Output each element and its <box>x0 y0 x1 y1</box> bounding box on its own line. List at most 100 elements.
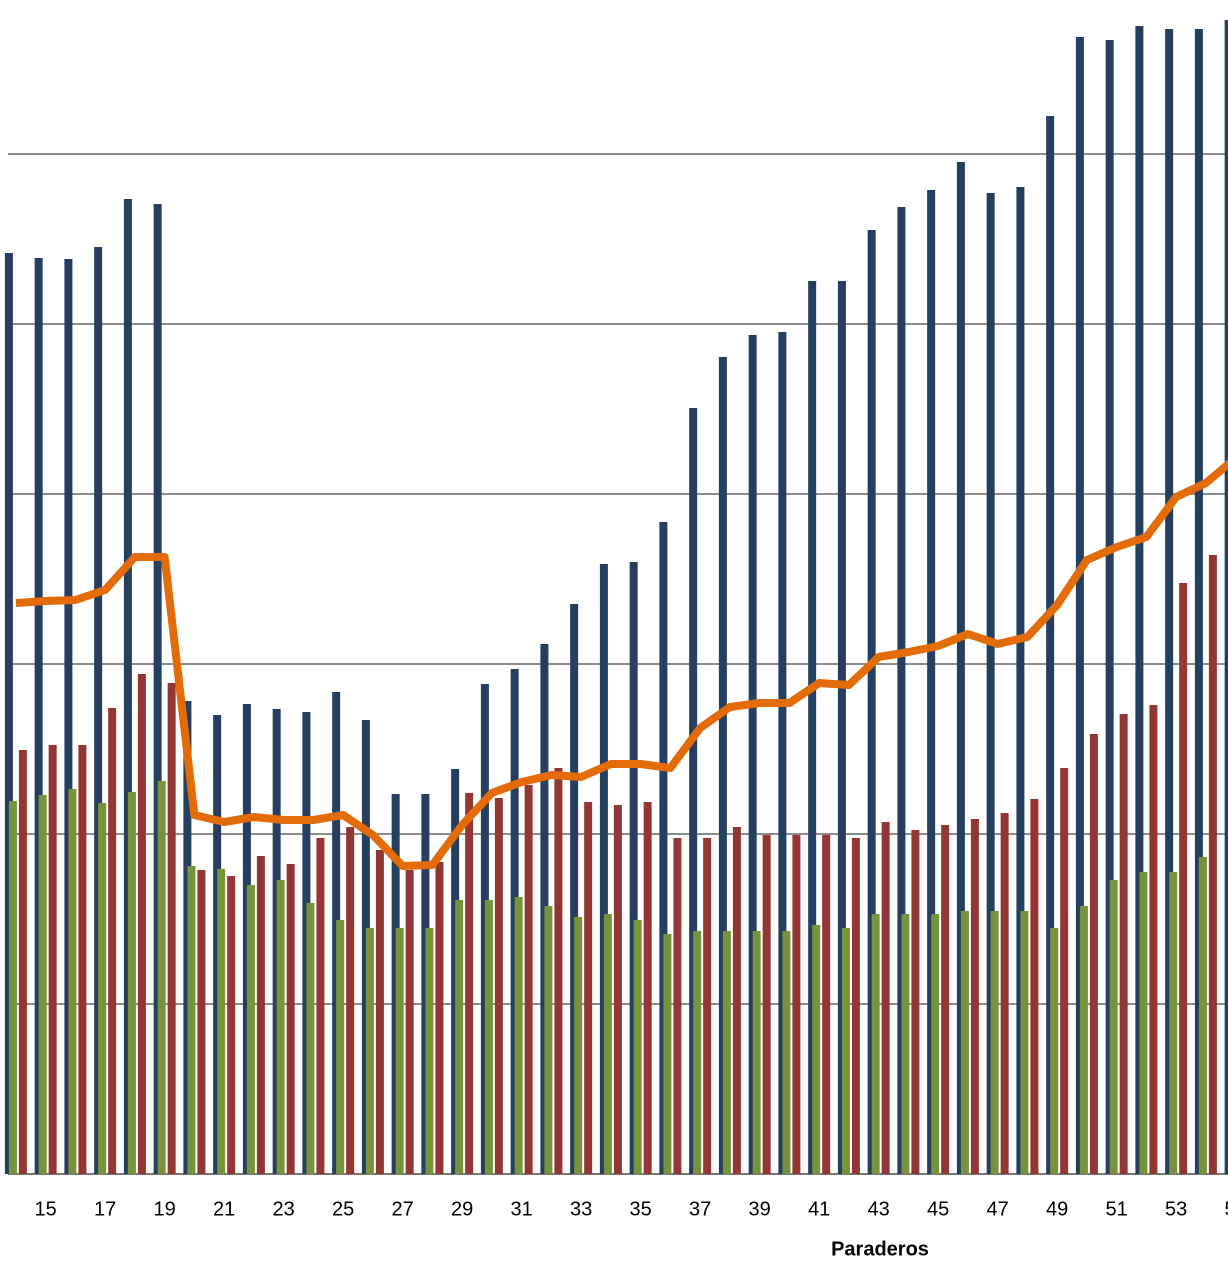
bar <box>425 928 434 1174</box>
bar <box>78 745 87 1174</box>
bar <box>514 897 523 1174</box>
x-tick-label: 23 <box>273 1198 295 1220</box>
bar <box>554 768 563 1174</box>
bar <box>1105 40 1114 1174</box>
bar <box>1169 872 1178 1174</box>
bar <box>18 750 27 1174</box>
bar <box>584 802 593 1174</box>
bar <box>4 253 13 1174</box>
x-axis-title: Paraderos <box>831 1238 929 1260</box>
bar <box>812 925 821 1174</box>
x-tick-label: 47 <box>987 1198 1009 1220</box>
bar <box>659 522 668 1174</box>
bar <box>881 822 890 1174</box>
bar <box>157 781 166 1174</box>
bar <box>1089 734 1098 1174</box>
bar <box>286 864 295 1174</box>
bar <box>960 911 969 1174</box>
bar <box>792 835 801 1174</box>
x-tick-label: 31 <box>511 1198 533 1220</box>
bar <box>1149 705 1158 1174</box>
bar <box>187 866 196 1174</box>
bar <box>871 914 880 1174</box>
bar <box>68 789 77 1174</box>
bar <box>256 856 265 1174</box>
bar <box>336 920 345 1174</box>
bar <box>718 357 727 1174</box>
bar <box>484 900 493 1174</box>
bar <box>689 408 698 1174</box>
bar <box>524 785 533 1174</box>
bar <box>153 204 162 1174</box>
x-tick-label: 29 <box>451 1198 473 1220</box>
bar <box>1119 714 1128 1174</box>
bar <box>1020 911 1029 1174</box>
bar <box>778 332 787 1174</box>
bar <box>1194 29 1203 1174</box>
bar <box>574 917 583 1174</box>
bar <box>927 190 936 1174</box>
bar <box>970 819 979 1174</box>
bar <box>931 914 940 1174</box>
bar <box>956 162 965 1174</box>
bar <box>762 835 771 1174</box>
bar <box>808 281 817 1174</box>
x-tick-label: 49 <box>1046 1198 1068 1220</box>
bar <box>455 900 464 1174</box>
bar <box>1000 813 1009 1174</box>
bar <box>346 827 355 1174</box>
x-tick-label: 21 <box>213 1198 235 1220</box>
bar <box>94 247 103 1174</box>
bar <box>1139 872 1148 1174</box>
bar <box>137 674 146 1174</box>
line <box>15 459 1228 870</box>
bar <box>1198 857 1207 1174</box>
bar <box>217 869 226 1174</box>
x-tick-label: 43 <box>868 1198 890 1220</box>
bar <box>643 802 652 1174</box>
bar <box>703 838 712 1174</box>
bar <box>123 199 132 1174</box>
bar <box>127 792 136 1174</box>
bar <box>822 835 831 1174</box>
bar <box>1016 187 1025 1174</box>
bar <box>8 801 17 1174</box>
bar <box>1179 583 1188 1174</box>
bar <box>316 838 325 1174</box>
bar <box>603 914 612 1174</box>
bar <box>276 880 285 1174</box>
x-tick-label: 25 <box>332 1198 354 1220</box>
bar <box>901 914 910 1174</box>
bar <box>986 193 995 1174</box>
bar <box>246 885 255 1174</box>
bar <box>841 928 850 1174</box>
x-tick-label: 17 <box>94 1198 116 1220</box>
bar <box>34 258 43 1174</box>
bar <box>851 838 860 1174</box>
x-tick-label: 19 <box>154 1198 176 1220</box>
x-tick-label: 15 <box>35 1198 57 1220</box>
bar <box>693 931 702 1174</box>
bar <box>1030 799 1039 1174</box>
x-tick-label: 41 <box>808 1198 830 1220</box>
bar <box>1208 555 1217 1174</box>
bar <box>748 335 757 1174</box>
bar <box>752 931 761 1174</box>
bar <box>867 230 876 1174</box>
bar <box>1079 906 1088 1174</box>
bar <box>633 920 642 1174</box>
bar <box>1109 880 1118 1174</box>
bar <box>48 745 57 1174</box>
bar <box>722 931 731 1174</box>
bar <box>837 281 846 1174</box>
bar <box>435 862 444 1174</box>
bar <box>227 876 236 1174</box>
bar <box>629 562 638 1174</box>
bar <box>599 564 608 1174</box>
x-tick-label: 33 <box>570 1198 592 1220</box>
bar <box>306 903 315 1174</box>
bar <box>1050 928 1059 1174</box>
bar <box>1060 768 1069 1174</box>
